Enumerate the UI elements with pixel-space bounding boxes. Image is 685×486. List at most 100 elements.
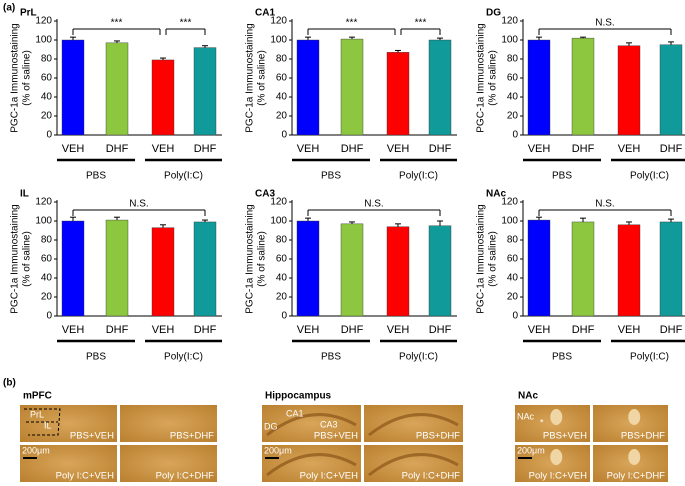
- y-tick-label: 60: [276, 254, 288, 265]
- tile-label: PBS+VEH: [70, 431, 114, 442]
- error-bar: [114, 40, 120, 43]
- y-tick-label: 0: [512, 130, 518, 141]
- micrograph: [20, 445, 117, 482]
- y-tick-label: 60: [507, 254, 519, 265]
- tissue-layer: [368, 453, 459, 477]
- x-tick-label: VEH: [618, 143, 641, 155]
- error-bar: [349, 36, 355, 40]
- x-tick-label: DHF: [106, 143, 129, 155]
- error-bar: [349, 221, 355, 224]
- group-label: PBS: [552, 352, 572, 363]
- ventricle: [628, 409, 641, 425]
- micrograph: [120, 445, 217, 482]
- x-tick-label: DHF: [429, 143, 452, 155]
- y-tick-label: 40: [41, 273, 53, 284]
- x-tick-label: DHF: [429, 324, 452, 336]
- x-tick-label: DHF: [194, 324, 217, 336]
- x-tick-label: DHF: [194, 143, 217, 155]
- error-bar: [114, 216, 120, 221]
- tile-label: Poly I:C+DHF: [402, 471, 461, 482]
- y-tick-label: 40: [276, 92, 288, 103]
- y-tick-label: 20: [507, 292, 519, 303]
- group-label: Poly(I:C): [399, 171, 438, 182]
- bar: [151, 59, 175, 136]
- image-title: mPFC: [23, 391, 52, 402]
- significance-label: N.S.: [595, 199, 614, 210]
- y-tick-label: 80: [276, 54, 288, 65]
- micrograph: [262, 405, 361, 442]
- error-bar: [305, 217, 311, 221]
- y-tick-label: 0: [46, 311, 52, 322]
- significance-label: ***: [346, 18, 358, 29]
- y-tick-label: 80: [507, 235, 519, 246]
- micrograph: [364, 445, 463, 482]
- significance-label: N.S.: [364, 199, 383, 210]
- bar: [61, 39, 85, 136]
- y-tick-label: 120: [35, 16, 52, 27]
- x-tick-label: DHF: [660, 143, 683, 155]
- y-tick-label: 0: [281, 311, 287, 322]
- y-tick-label: 20: [41, 292, 53, 303]
- bar: [571, 221, 595, 317]
- error-bar: [668, 41, 674, 45]
- region-label: PrL: [30, 409, 44, 419]
- group-label: Poly(I:C): [164, 352, 203, 363]
- chart-title: CA3: [255, 189, 275, 200]
- bar: [527, 219, 551, 317]
- tile-label: Poly I:C+VEH: [56, 471, 114, 482]
- y-axis-label: PGC-1a Immunostaining: [476, 204, 487, 314]
- x-tick-label: VEH: [62, 143, 85, 155]
- region-label: NAc: [517, 411, 535, 421]
- bar: [428, 39, 452, 136]
- bar: [105, 219, 129, 317]
- bar: [617, 45, 641, 136]
- x-tick-label: VEH: [152, 143, 175, 155]
- bar: [296, 220, 320, 317]
- panel-label: (b): [3, 378, 16, 389]
- x-tick-label: DHF: [106, 324, 129, 336]
- error-bar: [580, 36, 586, 39]
- scale-label: 200μm: [517, 445, 545, 455]
- x-tick-label: VEH: [152, 324, 175, 336]
- y-tick-label: 20: [276, 292, 288, 303]
- bar: [340, 38, 364, 136]
- tile-label: PBS+VEH: [314, 431, 358, 442]
- region-label: *: [540, 417, 544, 427]
- scale-label: 200μm: [264, 445, 292, 455]
- micrograph: [20, 405, 117, 442]
- tissue-layer: [368, 413, 459, 437]
- panel-label: (a): [3, 3, 15, 14]
- ventricle: [550, 409, 563, 425]
- chart-title: IL: [20, 189, 29, 200]
- y-axis-label: PGC-1a Immunostaining: [476, 23, 487, 133]
- y-axis-label: PGC-1a Immunostaining: [245, 23, 256, 133]
- y-tick-label: 120: [270, 197, 287, 208]
- y-axis-label: (% of saline): [257, 50, 268, 106]
- significance-label: ***: [180, 18, 192, 29]
- error-bar: [437, 37, 443, 40]
- bar: [617, 224, 641, 317]
- error-bar: [160, 57, 166, 60]
- bar: [61, 220, 85, 317]
- y-axis-label: (% of saline): [488, 50, 499, 106]
- chart-title: NAc: [486, 189, 506, 200]
- chart-title: CA1: [255, 8, 275, 19]
- x-tick-label: DHF: [341, 324, 364, 336]
- error-bar: [668, 218, 674, 222]
- y-axis-label: (% of saline): [488, 231, 499, 287]
- y-tick-label: 100: [270, 35, 287, 46]
- micrograph: [262, 445, 361, 482]
- bar: [386, 52, 410, 136]
- group-label: PBS: [86, 352, 106, 363]
- y-tick-label: 120: [501, 197, 518, 208]
- bar: [428, 225, 452, 317]
- y-tick-label: 60: [41, 254, 53, 265]
- significance-label: ***: [111, 18, 123, 29]
- region-label: DG: [264, 421, 278, 431]
- y-tick-label: 20: [41, 111, 53, 122]
- y-axis-label: (% of saline): [257, 231, 268, 287]
- tile-label: Poly I:C+DHF: [607, 471, 666, 482]
- error-bar: [70, 216, 76, 221]
- error-bar: [160, 224, 166, 228]
- x-tick-label: VEH: [387, 143, 410, 155]
